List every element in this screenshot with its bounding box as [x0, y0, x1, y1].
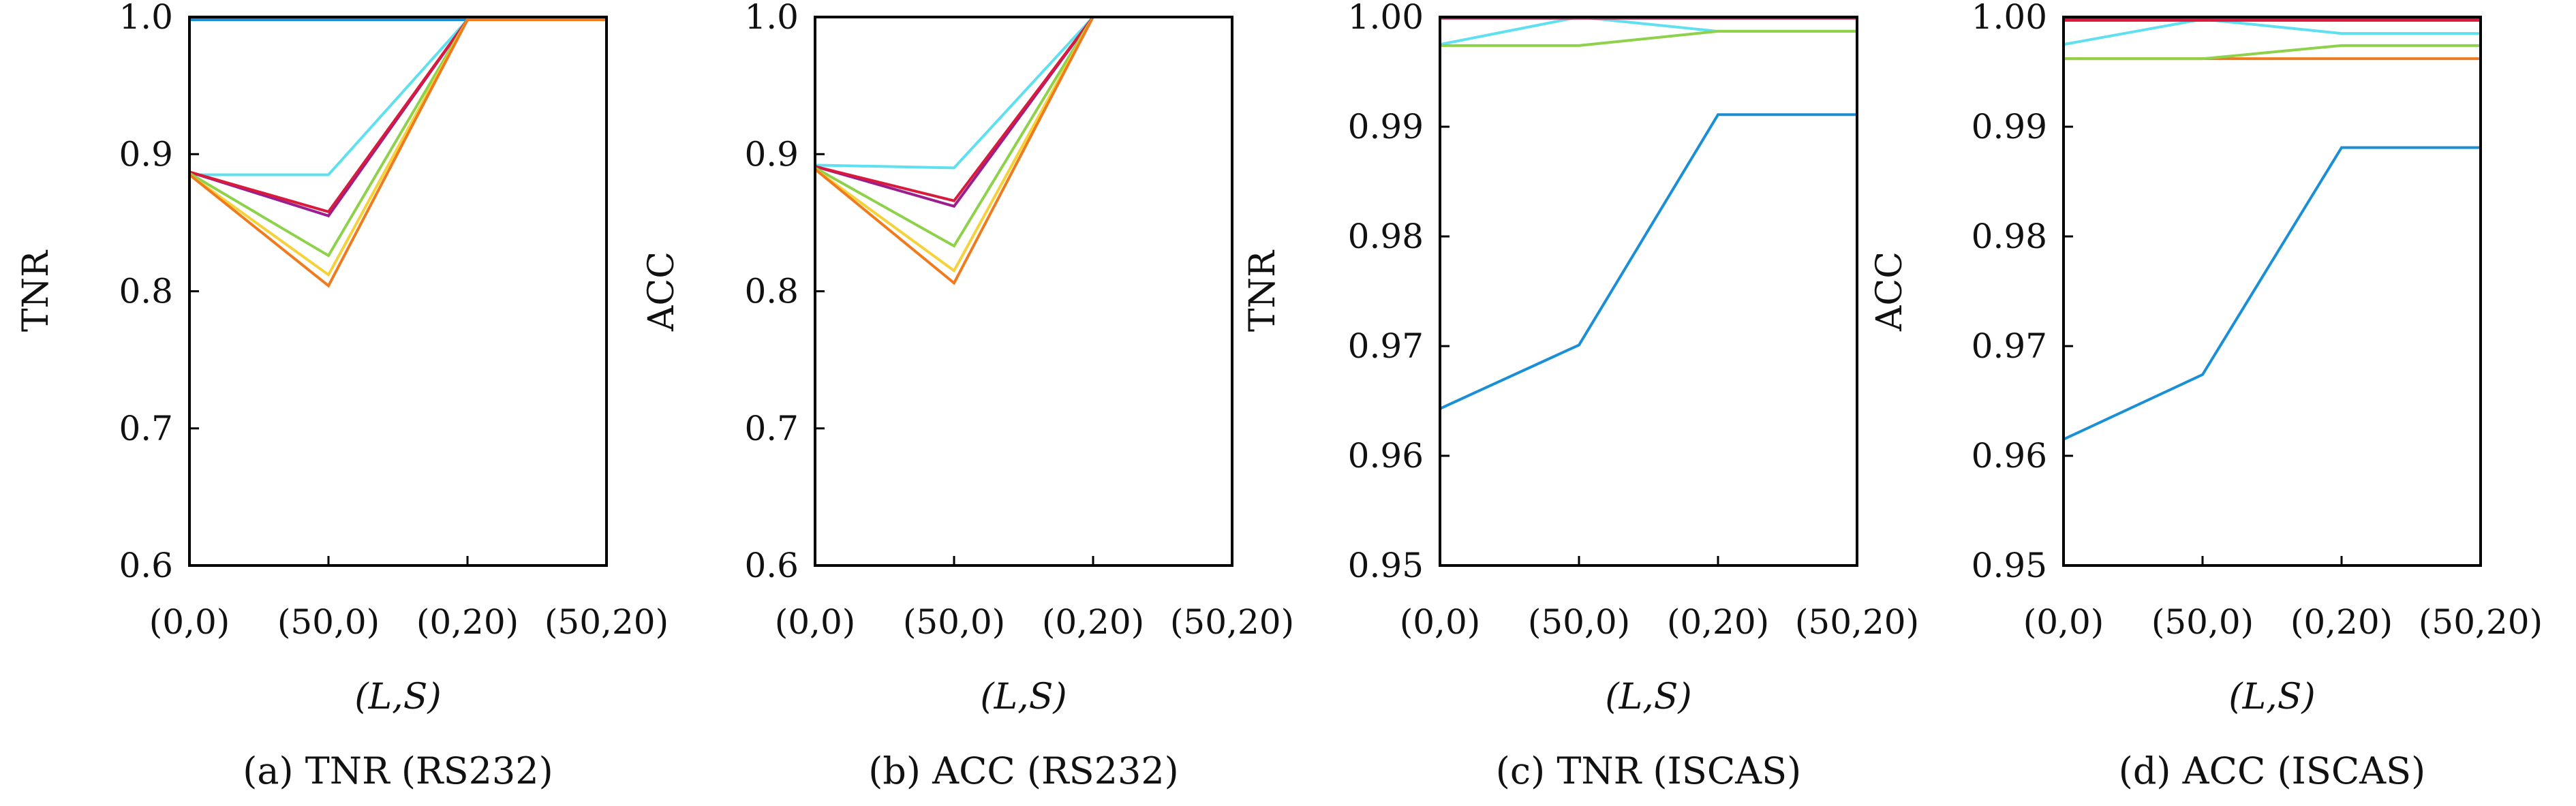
series-line-1 [2063, 146, 2481, 441]
x-axis-title: (L,S) [354, 677, 441, 717]
y-tick-label: 0.95 [1348, 546, 1424, 585]
y-tick-label: 1.00 [1972, 0, 2047, 37]
panel-caption: (b) ACC (RS232) [868, 749, 1179, 792]
y-axis-title: ACC [641, 251, 682, 332]
x-axis-title: (L,S) [980, 677, 1067, 717]
y-tick-label: 0.6 [744, 546, 799, 585]
y-tick-label: 0.8 [119, 272, 173, 311]
y-tick-label: 0.9 [744, 134, 799, 174]
chart-panel-4: 0.95 0.96 0.97 0.98 0.99 1.00 (0,0) (50,0) (0,20… [1869, 0, 2543, 792]
y-tick-label: 0.97 [1972, 326, 2047, 366]
y-tick-label: 0.99 [1972, 107, 2047, 146]
x-axis-title: (L,S) [2228, 677, 2315, 717]
series-line-3 [814, 16, 1232, 208]
y-tick-label: 1.0 [744, 0, 799, 37]
chart-panel-2: 0.6 0.7 0.8 0.9 1.0 (0,0) (50,0) (0,20) (50,20) A… [641, 0, 1294, 792]
series-line-3 [2064, 44, 2481, 61]
series-line-7 [814, 16, 1232, 285]
x-tick-label: (50,0) [2151, 602, 2254, 642]
plot-frame [188, 16, 608, 567]
y-tick-label: 0.98 [1972, 217, 2047, 256]
y-axis-title: TNR [1242, 249, 1283, 332]
y-tick-label: 1.00 [1348, 0, 1424, 37]
x-tick-label: (50,20) [1795, 602, 1919, 642]
y-tick-label: 0.96 [1972, 436, 2047, 476]
plot-frame [1439, 16, 1858, 567]
chart-panel-3: 0.95 0.96 0.97 0.98 0.99 1.00 (0,0) (50,0) (0,20… [1242, 0, 1919, 792]
y-tick-label: 0.96 [1348, 436, 1424, 476]
y-tick-label: 0.99 [1348, 107, 1424, 146]
x-tick-label: (0,0) [775, 602, 856, 642]
y-axis-title: TNR [16, 249, 57, 332]
series-line-4 [189, 18, 607, 214]
series-line-4 [814, 16, 1232, 202]
y-tick-label: 0.9 [119, 134, 173, 174]
x-axis-title: (L,S) [1605, 677, 1691, 717]
series-line-3 [1440, 29, 1857, 47]
y-axis-title: ACC [1869, 251, 1910, 332]
series-line-5 [814, 16, 1232, 248]
y-tick-label: 0.7 [119, 409, 173, 448]
series-line-6 [814, 16, 1232, 273]
y-tick-label: 0.6 [119, 546, 173, 585]
x-tick-label: (50,20) [2419, 602, 2543, 642]
plot-frame [2062, 16, 2482, 567]
x-tick-label: (50,0) [277, 602, 380, 642]
y-tick-label: 0.98 [1348, 217, 1424, 256]
x-tick-label: (0,0) [149, 602, 230, 642]
y-tick-label: 0.97 [1348, 326, 1424, 366]
x-tick-label: (0,20) [1042, 602, 1144, 642]
x-tick-label: (0,20) [2290, 602, 2393, 642]
x-tick-label: (0,0) [2023, 602, 2104, 642]
chart-panel-1: 0.6 0.7 0.8 0.9 1.0 (0,0) (50,0) (0,20) (50,20) T… [16, 0, 669, 792]
panel-caption: (d) ACC (ISCAS) [2119, 749, 2425, 792]
series-line-4 [2063, 18, 2481, 46]
y-tick-label: 0.95 [1972, 546, 2047, 585]
x-tick-label: (50,20) [545, 602, 669, 642]
y-tick-label: 0.8 [744, 272, 799, 311]
x-tick-label: (50,0) [903, 602, 1005, 642]
series-line-6 [188, 18, 607, 277]
plot-frame [814, 16, 1233, 567]
panel-caption: (c) TNR (ISCAS) [1496, 749, 1801, 792]
x-tick-label: (0,0) [1400, 602, 1481, 642]
y-tick-label: 1.0 [119, 0, 173, 37]
y-tick-label: 0.7 [744, 409, 799, 448]
series-line-1 [1439, 113, 1857, 410]
x-tick-label: (0,20) [1667, 602, 1769, 642]
series-line-7 [188, 18, 607, 288]
x-tick-label: (50,0) [1528, 602, 1630, 642]
x-tick-label: (0,20) [416, 602, 519, 642]
x-tick-label: (50,20) [1170, 602, 1294, 642]
panel-caption: (a) TNR (RS232) [243, 749, 553, 792]
